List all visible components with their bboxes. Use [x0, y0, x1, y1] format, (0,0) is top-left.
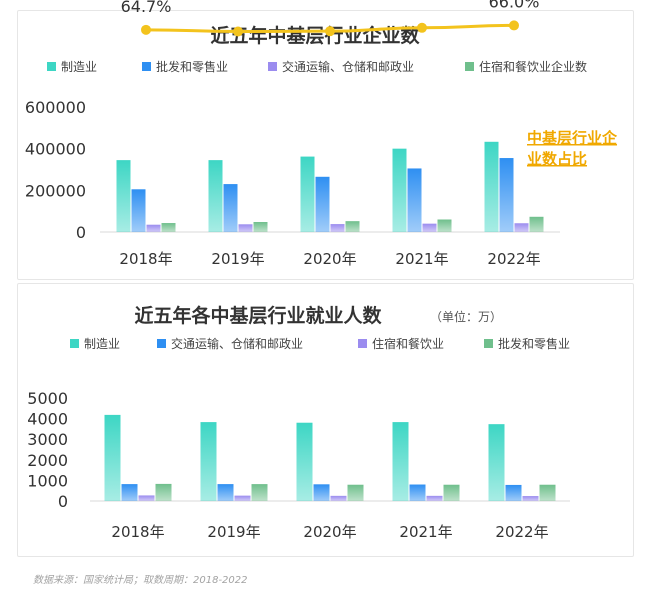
bar-2-3-4: [539, 484, 556, 501]
x-tick-label-2-0: 2018年: [111, 523, 164, 541]
bar-1-3-4: [529, 216, 544, 232]
x-tick-label-1-4: 2022年: [487, 250, 540, 268]
bar-1-3-0: [161, 223, 176, 232]
bar-2-1-0: [121, 484, 138, 501]
legend-swatch-2-0: [70, 339, 79, 348]
bar-1-0-1: [208, 160, 223, 232]
legend-label-2-0: 制造业: [84, 337, 120, 351]
bar-2-0-3: [392, 422, 409, 501]
x-tick-label-1-2: 2020年: [303, 250, 356, 268]
legend-swatch-2-1: [157, 339, 166, 348]
bar-2-3-3: [443, 484, 460, 501]
bar-2-0-2: [296, 422, 313, 501]
legend-swatch-1-1: [142, 62, 151, 71]
bar-1-0-3: [392, 148, 407, 232]
bar-1-3-3: [437, 219, 452, 232]
bar-2-2-0: [138, 495, 155, 501]
bar-1-0-2: [300, 156, 315, 232]
bar-1-1-0: [131, 189, 146, 232]
chart-subtitle-2: （单位：万）: [430, 309, 502, 324]
bar-2-0-1: [200, 422, 217, 501]
share-point-1: [233, 26, 243, 37]
bar-2-3-0: [155, 483, 172, 501]
y-tick-label-2-1: 1000: [27, 471, 68, 490]
legend-swatch-1-2: [268, 62, 277, 71]
bar-1-2-4: [514, 223, 529, 232]
share-point-label-0: 64.7%: [121, 0, 172, 16]
y-tick-label-1-0: 0: [76, 223, 86, 242]
bar-2-1-2: [313, 484, 330, 501]
legend-swatch-2-3: [484, 339, 493, 348]
bar-1-1-2: [315, 176, 330, 232]
bar-2-2-4: [522, 496, 539, 501]
x-tick-label-2-3: 2021年: [399, 523, 452, 541]
bar-1-0-4: [484, 141, 499, 232]
bar-2-3-2: [347, 484, 364, 501]
share-point-4: [509, 20, 519, 31]
bar-1-0-0: [116, 160, 131, 232]
legend-label-2-3: 批发和零售业: [498, 336, 570, 351]
bar-1-1-1: [223, 184, 238, 232]
bar-1-3-1: [253, 222, 268, 232]
legend-label-1-0: 制造业: [61, 60, 97, 74]
x-tick-label-1-1: 2019年: [211, 250, 264, 268]
legend-swatch-1-3: [465, 62, 474, 71]
legend-label-1-2: 交通运输、仓储和邮政业: [282, 59, 414, 74]
bar-1-1-3: [407, 168, 422, 232]
bar-1-2-0: [146, 224, 161, 232]
legend-swatch-2-2: [358, 339, 367, 348]
share-point-0: [141, 24, 151, 35]
legend-label-2-1: 交通运输、仓储和邮政业: [171, 336, 303, 351]
y-tick-label-2-3: 3000: [27, 430, 68, 449]
source-note: 数据来源：国家统计局；取数周期：2018-2022: [33, 575, 248, 586]
share-line-label-0: 中基层行业企: [527, 129, 618, 147]
x-tick-label-1-3: 2021年: [395, 250, 448, 268]
bar-2-2-3: [426, 495, 443, 501]
bar-2-1-3: [409, 484, 426, 501]
bar-1-2-2: [330, 224, 345, 232]
y-tick-label-2-5: 5000: [27, 389, 68, 408]
bar-2-3-1: [251, 484, 268, 501]
legend-swatch-1-0: [47, 62, 56, 71]
bar-2-0-0: [104, 414, 121, 501]
share-line-label-1: 业数占比: [527, 150, 587, 168]
x-tick-label-2-2: 2020年: [303, 523, 356, 541]
y-tick-label-1-2: 400000: [25, 140, 86, 159]
y-tick-label-2-0: 0: [58, 492, 68, 511]
chart-panel-enterprises: [17, 10, 634, 280]
bar-1-3-2: [345, 221, 360, 232]
bar-2-1-4: [505, 484, 522, 501]
x-tick-label-2-4: 2022年: [495, 523, 548, 541]
legend-label-1-1: 批发和零售业: [156, 59, 228, 74]
bar-1-2-3: [422, 223, 437, 232]
y-tick-label-2-2: 2000: [27, 451, 68, 470]
x-tick-label-1-0: 2018年: [119, 250, 172, 268]
bar-2-1-1: [217, 484, 234, 501]
x-tick-label-2-1: 2019年: [207, 523, 260, 541]
legend-label-1-3: 住宿和餐饮业企业数: [479, 59, 587, 74]
share-point-3: [417, 22, 427, 33]
bar-2-0-4: [488, 424, 505, 501]
chart-title-2: 近五年各中基层行业就业人数: [134, 304, 382, 327]
share-point-label-4: 66.0%: [489, 0, 540, 11]
bar-1-2-1: [238, 224, 253, 232]
bar-2-2-1: [234, 495, 251, 501]
bar-2-2-2: [330, 495, 347, 501]
share-point-2: [325, 26, 335, 37]
y-tick-label-2-4: 4000: [27, 410, 68, 429]
legend-label-2-2: 住宿和餐饮业: [372, 336, 444, 351]
y-tick-label-1-3: 600000: [25, 98, 86, 117]
bar-1-1-4: [499, 158, 514, 232]
y-tick-label-1-1: 200000: [25, 181, 86, 200]
